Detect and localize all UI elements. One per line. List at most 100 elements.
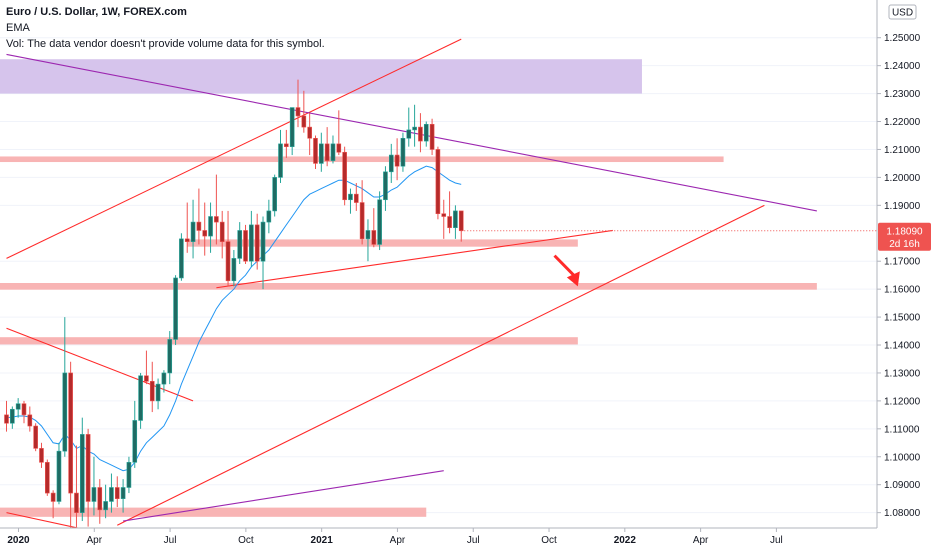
candle xyxy=(196,188,202,245)
candle-body xyxy=(359,202,365,240)
small-purple-line xyxy=(123,470,444,522)
candle-body xyxy=(458,210,464,232)
candle xyxy=(33,423,38,452)
candle xyxy=(406,107,412,147)
candle-body xyxy=(79,434,85,513)
candle-body xyxy=(62,372,68,452)
candle-body xyxy=(237,230,242,259)
candle-body xyxy=(348,193,353,201)
price-tick-label: 1.17000 xyxy=(884,257,921,268)
candle xyxy=(114,476,120,508)
time-tick-label: Oct xyxy=(238,535,254,546)
candle-body xyxy=(126,462,132,488)
candle xyxy=(400,132,406,172)
candle xyxy=(62,317,68,457)
candle xyxy=(458,210,464,242)
candle-body xyxy=(441,213,447,217)
candle-body xyxy=(400,137,406,167)
time-tick-label: Apr xyxy=(87,535,103,546)
candle-body xyxy=(289,107,295,147)
candle xyxy=(324,127,330,167)
candle xyxy=(330,135,336,164)
candle-body xyxy=(254,224,260,262)
legend-ema[interactable]: EMA xyxy=(6,22,30,34)
pink-zone-1.161 xyxy=(0,282,817,290)
candle-body xyxy=(196,221,202,231)
gridlines xyxy=(0,37,877,514)
legend-symbol[interactable]: Euro / U.S. Dollar, 1W, FOREX.com xyxy=(6,6,187,18)
support-line xyxy=(216,229,613,289)
candle-body xyxy=(412,126,417,131)
time-tick-label: Jul xyxy=(164,535,177,546)
ema-layer xyxy=(6,165,462,472)
candle xyxy=(45,459,50,496)
candle-body xyxy=(423,124,429,142)
candle-body xyxy=(39,448,44,463)
candle xyxy=(429,118,435,156)
candle-body xyxy=(435,149,441,215)
candle-body xyxy=(453,210,458,228)
candle xyxy=(4,400,9,432)
candle-body xyxy=(167,339,173,374)
time-axis[interactable]: 2020 Apr Jul Oct 2021 Apr Jul Oct 2022 Apr Jul xyxy=(0,527,932,550)
candle xyxy=(184,202,190,253)
candle xyxy=(365,219,371,262)
candle-body xyxy=(313,137,318,164)
candle xyxy=(21,400,27,424)
candle-body xyxy=(144,375,149,382)
candle xyxy=(27,406,33,432)
trendlines xyxy=(6,38,817,539)
candle xyxy=(353,182,359,211)
candle-body xyxy=(272,177,277,212)
price-axis[interactable]: USD 1.25000 1.24000 1.23000 1.22000 1.21000 1… xyxy=(876,0,932,550)
countdown-label: 2d 16h xyxy=(889,239,920,250)
candle-body xyxy=(202,230,208,237)
candle xyxy=(97,479,103,524)
candle xyxy=(254,213,260,270)
candle-body xyxy=(132,420,138,463)
candle xyxy=(278,129,283,183)
candle-body xyxy=(21,403,27,416)
candle-body xyxy=(120,487,126,499)
price-tick-label: 1.19000 xyxy=(884,201,921,212)
candle xyxy=(301,90,307,133)
candle-body xyxy=(155,383,161,402)
chart-legend: Euro / U.S. Dollar, 1W, FOREX.com EMA Vo… xyxy=(6,4,325,52)
candle xyxy=(161,370,167,393)
price-tick-label: 1.12000 xyxy=(884,396,921,407)
candle xyxy=(383,166,388,211)
candle xyxy=(15,398,21,418)
price-tick-label: 1.13000 xyxy=(884,368,921,379)
candle xyxy=(394,138,400,181)
candle-body xyxy=(447,216,452,228)
arrow-head xyxy=(566,271,580,287)
candle-body xyxy=(371,230,377,245)
candle xyxy=(237,222,242,264)
candle-body xyxy=(418,126,423,142)
candle xyxy=(447,191,452,234)
purple-zone xyxy=(0,59,642,94)
candle xyxy=(388,143,394,183)
candle xyxy=(91,456,97,516)
price-tick-label: 1.21000 xyxy=(884,145,921,156)
currency-label: USD xyxy=(892,8,913,19)
candle-body xyxy=(91,487,97,502)
time-tick-label: Apr xyxy=(693,535,709,546)
candle xyxy=(307,113,312,156)
price-tick-label: 1.23000 xyxy=(884,89,921,100)
price-tick-label: 1.11000 xyxy=(884,424,920,435)
candle xyxy=(109,473,114,513)
candle xyxy=(190,199,196,259)
candle xyxy=(295,79,301,128)
candle-body xyxy=(179,238,184,279)
candle-body xyxy=(114,487,120,499)
candle xyxy=(85,428,91,527)
pink-zone-1.177 xyxy=(187,239,578,247)
candle-body xyxy=(149,381,155,402)
candle xyxy=(138,372,143,429)
candle-body xyxy=(15,403,21,410)
candle xyxy=(319,132,324,172)
candle xyxy=(231,250,237,287)
candle-body xyxy=(324,143,330,161)
